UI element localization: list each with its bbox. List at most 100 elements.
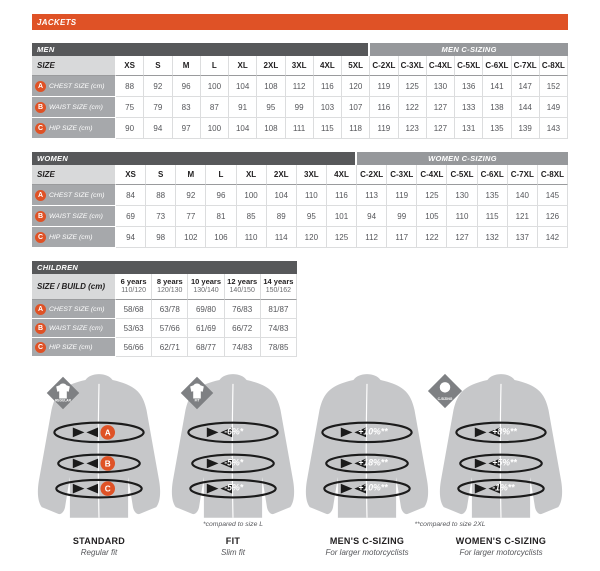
size-value-cell: 147	[511, 76, 540, 97]
arrow-left-icon	[354, 427, 367, 438]
size-value-cell: 94	[116, 227, 147, 248]
age-column-header: 6 years 110/120	[116, 274, 153, 300]
measure-letter-badge: A	[35, 80, 46, 92]
size-value-cell: 95	[296, 206, 327, 227]
row-label-text: HIP SIZE (cm)	[49, 343, 93, 351]
size-value-cell: 112	[357, 227, 388, 248]
jacket-figure: A B C	[37, 374, 161, 518]
size-value-cell: 139	[511, 118, 540, 139]
size-value-cell: 122	[417, 227, 448, 248]
size-value-cell: 130	[447, 185, 478, 206]
size-value-cell: 87	[200, 97, 229, 118]
size-value-cell: 120	[342, 76, 371, 97]
fit-badge-svg: C-SIZING	[427, 373, 463, 409]
row-label-text: WAIST SIZE (cm)	[49, 212, 103, 220]
ring-percent-label: +8%**	[492, 426, 517, 436]
size-value-cell: 119	[370, 118, 399, 139]
measurement-row-label: C HIP SIZE (cm)	[32, 227, 116, 248]
row-label-text: CHEST SIZE (cm)	[49, 305, 105, 313]
measure-letter-badge: A	[35, 303, 46, 315]
diagram-subtitle: Regular fit	[80, 548, 118, 557]
measure-letter-badge: B	[35, 210, 46, 222]
size-value-cell: 132	[477, 227, 508, 248]
size-value-cell: 98	[146, 227, 177, 248]
size-value-cell: 75	[116, 97, 145, 118]
build-label: 110/120	[121, 286, 146, 294]
size-value-cell: 100	[200, 118, 229, 139]
arrow-left-icon	[86, 427, 99, 438]
arrow-right-icon	[206, 427, 219, 438]
measurement-ring	[53, 421, 145, 444]
size-value-cell: 66/72	[224, 319, 261, 338]
measurement-row-label: B WAIST SIZE (cm)	[32, 97, 116, 118]
arrow-left-icon	[86, 458, 99, 469]
arrow-left-icon	[488, 483, 501, 494]
fit-badge-svg: FIT	[180, 376, 214, 410]
size-value-cell: 100	[236, 185, 267, 206]
measure-letter-badge: C	[35, 122, 46, 134]
size-value-cell: 58/68	[116, 300, 153, 319]
jacket-diagram: +10%** +18%** +10%**	[302, 370, 432, 520]
measurement-ring	[321, 421, 413, 444]
size-value-cell: 111	[285, 118, 314, 139]
measure-point-badge	[100, 425, 116, 440]
fit-diagrams-section: REGULAR A B C STANDARD Regular fit FIT -6%* -5%*…	[32, 370, 568, 557]
measurement-row-label: A CHEST SIZE (cm)	[32, 185, 116, 206]
jacket-diagram: +8%** +5%** -1%**	[436, 370, 566, 520]
size-value-cell: 125	[398, 76, 427, 97]
ring-percent-label: +10%**	[358, 426, 388, 436]
size-value-cell: 122	[398, 97, 427, 118]
measure-letter-badge: B	[35, 101, 46, 113]
age-column-header: 8 years 120/130	[152, 274, 189, 300]
ring-letter-label: A	[105, 428, 111, 437]
measure-letter-badge: B	[35, 322, 46, 334]
measure-letter-badge: A	[35, 189, 46, 201]
arrow-right-icon	[206, 483, 219, 494]
jacket-center-seam	[499, 383, 502, 518]
diagram-title: MEN'S C-SIZING	[329, 536, 405, 546]
size-value-cell: 104	[266, 185, 297, 206]
ring-percent-label: -6%*	[224, 426, 244, 436]
arrow-right-icon	[340, 483, 353, 494]
size-value-cell: 90	[116, 118, 145, 139]
size-value-cell: 69	[116, 206, 147, 227]
size-value-cell: 131	[455, 118, 484, 139]
age-label: 6 years	[120, 277, 147, 287]
size-value-cell: 83	[172, 97, 201, 118]
size-value-cell: 97	[172, 118, 201, 139]
size-value-cell: 84	[116, 185, 147, 206]
measurement-ring	[57, 453, 141, 474]
size-column-header: S	[144, 56, 173, 76]
csize-column-header: C-8XL	[537, 165, 568, 185]
size-value-cell: 88	[146, 185, 177, 206]
jacket-figure: -6%* -5%* -5%*	[171, 374, 295, 518]
build-label: 130/140	[193, 286, 219, 294]
ring-percent-label: -1%**	[492, 483, 515, 493]
page-title: JACKETS	[32, 14, 568, 30]
size-value-cell: 69/80	[188, 300, 225, 319]
ring-percent-label: +10%**	[358, 483, 388, 493]
size-value-cell: 140	[507, 185, 538, 206]
jacket-diagram: A B C	[34, 370, 164, 520]
size-value-cell: 89	[266, 206, 297, 227]
children-size-table: CHILDREN SIZE / BUILD (cm) 6 years 110/120 8…	[32, 261, 297, 357]
arrow-left-icon	[220, 483, 233, 494]
measurement-ring	[189, 478, 277, 499]
fit-diagram-2: FIT -6%* -5%* -5%* *compared to size L FIT Sli…	[166, 370, 300, 557]
size-value-cell: 92	[176, 185, 207, 206]
diagram-footnote: *compared to size L	[202, 521, 264, 528]
size-value-cell: 63/78	[152, 300, 189, 319]
csize-column-header: C-7XL	[507, 165, 538, 185]
csizing-group-header: MEN C-SIZING	[370, 43, 568, 56]
age-column-header: 14 years 150/162	[260, 274, 297, 300]
csize-column-header: C-6XL	[483, 56, 512, 76]
fit-type-badge: REGULAR	[43, 373, 83, 413]
arrow-right-icon	[340, 458, 353, 469]
size-value-cell: 81	[206, 206, 237, 227]
size-value-cell: 92	[144, 76, 173, 97]
arrow-right-icon	[72, 483, 85, 494]
size-column-header: XS	[116, 56, 145, 76]
size-value-cell: 138	[483, 97, 512, 118]
size-value-cell: 94	[357, 206, 388, 227]
